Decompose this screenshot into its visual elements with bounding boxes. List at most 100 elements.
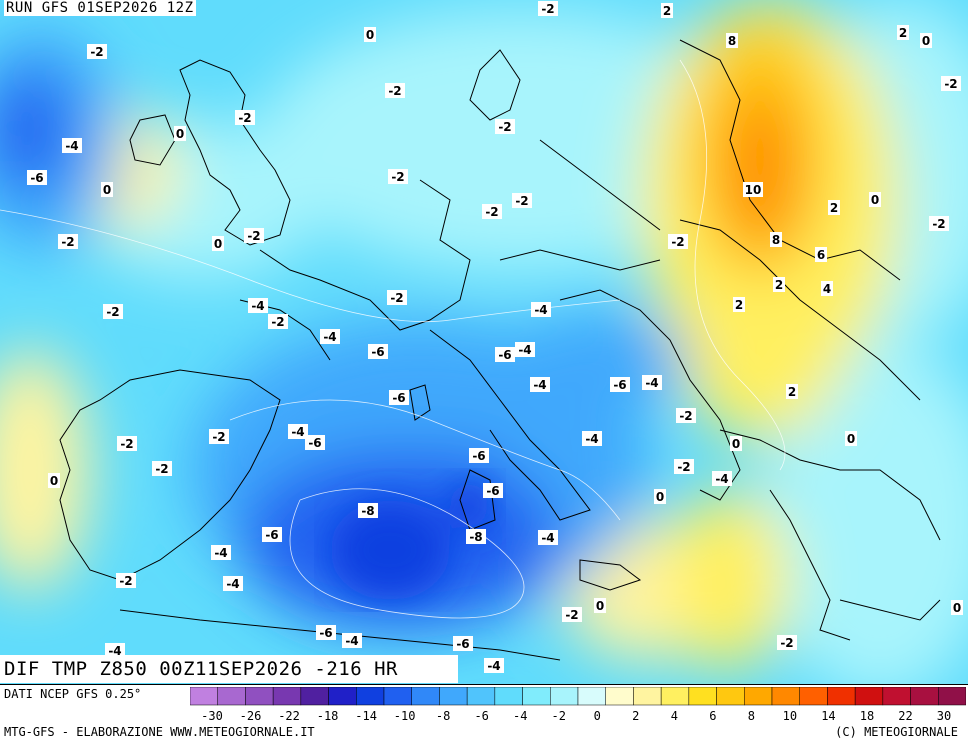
scale-tick-label: 10 — [783, 709, 797, 723]
anomaly-label: 8 — [726, 33, 738, 48]
anomaly-label-text: -2 — [238, 111, 251, 125]
anomaly-label-text: -6 — [498, 348, 511, 362]
scale-swatch — [245, 687, 274, 706]
anomaly-label: -2 — [676, 408, 696, 423]
scale-tick-label: 30 — [937, 709, 951, 723]
anomaly-label-text: -6 — [456, 637, 469, 651]
anomaly-label-text: 0 — [366, 28, 374, 42]
scale-swatch — [910, 687, 939, 706]
anomaly-label-text: -4 — [214, 546, 227, 560]
anomaly-label: -2 — [87, 44, 107, 59]
scale-tick-label: -10 — [394, 709, 416, 723]
scale-tick-label: 0 — [594, 709, 601, 723]
scale-swatch — [827, 687, 856, 706]
anomaly-label: -4 — [288, 424, 308, 439]
anomaly-label-text: -2 — [515, 194, 528, 208]
scale-swatch — [328, 687, 357, 706]
anomaly-label: -2 — [562, 607, 582, 622]
anomaly-label: -4 — [538, 530, 558, 545]
anomaly-field — [0, 0, 968, 684]
anomaly-label-text: 2 — [830, 201, 838, 215]
anomaly-label-text: -2 — [498, 120, 511, 134]
anomaly-label: -2 — [482, 204, 502, 219]
scale-tick-label: 8 — [748, 709, 755, 723]
anomaly-label: -2 — [388, 169, 408, 184]
anomaly-label-text: 0 — [50, 474, 58, 488]
anomaly-label: -2 — [941, 76, 961, 91]
anomaly-label: -2 — [495, 119, 515, 134]
anomaly-label: 0 — [101, 182, 113, 197]
anomaly-label-text: -4 — [487, 659, 500, 673]
anomaly-label-text: -2 — [155, 462, 168, 476]
anomaly-label-text: -2 — [565, 608, 578, 622]
producer-credit: MTG-GFS - ELABORAZIONE WWW.METEOGIORNALE… — [4, 725, 315, 739]
scale-tick-label: -30 — [201, 709, 223, 723]
scale-tick-label: -2 — [552, 709, 566, 723]
anomaly-label: -6 — [262, 527, 282, 542]
scale-swatch — [577, 687, 606, 706]
scale-swatch — [272, 687, 302, 706]
anomaly-label-text: 0 — [922, 34, 930, 48]
anomaly-label-text: 0 — [176, 127, 184, 141]
anomaly-label-text: 2 — [788, 385, 796, 399]
anomaly-label: 0 — [869, 192, 881, 207]
scale-tick-label: 4 — [671, 709, 678, 723]
anomaly-label: -6 — [27, 170, 47, 185]
anomaly-label-text: -2 — [390, 291, 403, 305]
scale-swatch — [190, 687, 218, 706]
anomaly-label-text: -2 — [679, 409, 692, 423]
anomaly-label: 0 — [594, 598, 606, 613]
anomaly-label: -6 — [469, 448, 489, 463]
anomaly-label: -4 — [342, 633, 362, 648]
anomaly-label-text: -4 — [541, 531, 554, 545]
run-label: RUN GFS 01SEP2026 12Z — [4, 0, 196, 16]
anomaly-label: -4 — [105, 643, 125, 658]
anomaly-label-text: -4 — [645, 376, 658, 390]
anomaly-label: 0 — [951, 600, 963, 615]
map-title: DIF TMP Z850 00Z11SEP2026 -216 HR — [0, 655, 458, 683]
anomaly-label-text: -4 — [108, 644, 121, 658]
scale-swatch — [633, 687, 662, 706]
anomaly-label-text: 2 — [775, 278, 783, 292]
anomaly-label: -6 — [610, 377, 630, 392]
anomaly-label-text: 0 — [214, 237, 222, 251]
anomaly-label: -2 — [103, 304, 123, 319]
anomaly-labels: -2 2 0 8 2 0 -2 -2 -2 -2 -2 0 -4 -2 -6 0 10 -2 2 0 -2 -2 -2 -2 0… — [27, 1, 963, 673]
anomaly-label-text: -6 — [392, 391, 405, 405]
anomaly-label: 2 — [773, 277, 785, 292]
anomaly-label-text: 8 — [772, 233, 780, 247]
anomaly-label: -2 — [235, 110, 255, 125]
scale-swatch — [411, 687, 440, 706]
anomaly-label-text: -4 — [533, 378, 546, 392]
anomaly-label: -8 — [466, 529, 486, 544]
anomaly-label: 8 — [770, 232, 782, 247]
anomaly-label-text: -4 — [585, 432, 598, 446]
scale-swatch — [688, 687, 717, 706]
anomaly-label-text: -2 — [485, 205, 498, 219]
scale-swatch — [300, 687, 329, 706]
anomaly-label: 0 — [364, 27, 376, 42]
anomaly-label-text: -6 — [265, 528, 278, 542]
scale-tick-label: -22 — [278, 709, 300, 723]
scale-swatch — [605, 687, 634, 706]
anomaly-label: -4 — [582, 431, 602, 446]
anomaly-label: 2 — [828, 200, 840, 215]
scale-swatch — [494, 687, 523, 706]
anomaly-label-text: 8 — [728, 34, 736, 48]
anomaly-label-text: -4 — [291, 425, 304, 439]
anomaly-label: -4 — [712, 471, 732, 486]
anomaly-label: -6 — [495, 347, 515, 362]
scale-swatch — [882, 687, 911, 706]
anomaly-label: 0 — [845, 431, 857, 446]
anomaly-label-text: 0 — [847, 432, 855, 446]
anomaly-label-text: -4 — [345, 634, 358, 648]
anomaly-label-text: -2 — [90, 45, 103, 59]
anomaly-label-text: -2 — [61, 235, 74, 249]
anomaly-label: -2 — [668, 234, 688, 249]
anomaly-label-text: 0 — [953, 601, 961, 615]
anomaly-label: -2 — [116, 573, 136, 588]
anomaly-label: 2 — [661, 3, 673, 18]
scale-tick-label: 18 — [860, 709, 874, 723]
copyright: (C) METEOGIORNALE — [835, 725, 958, 739]
anomaly-label: 4 — [821, 281, 833, 296]
